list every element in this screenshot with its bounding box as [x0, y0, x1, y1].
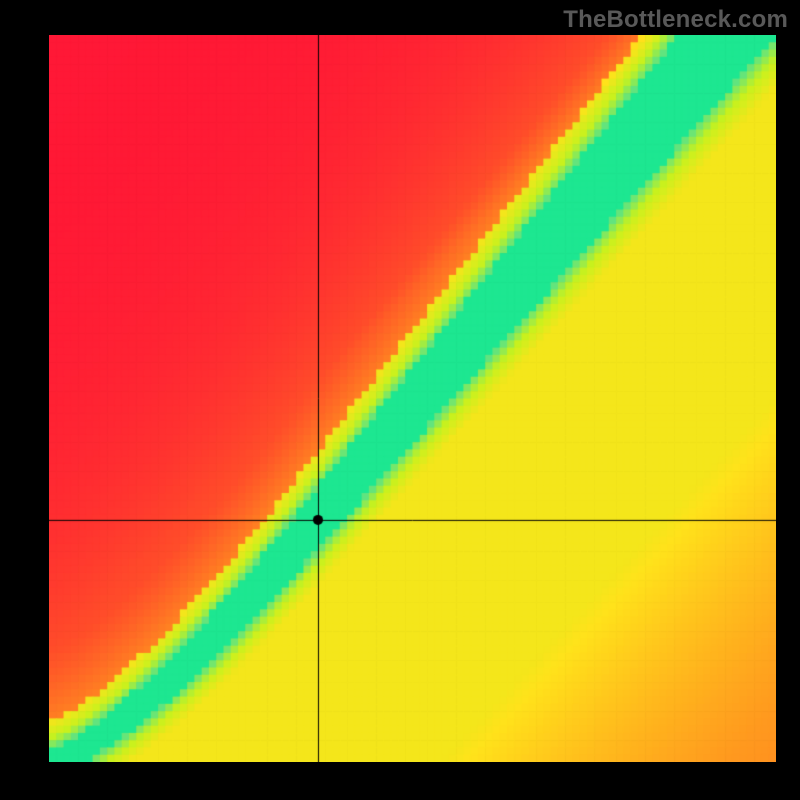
heatmap-plot	[49, 35, 776, 762]
heatmap-canvas	[49, 35, 776, 762]
watermark-text: TheBottleneck.com	[563, 6, 788, 34]
chart-container: TheBottleneck.com	[0, 0, 800, 800]
